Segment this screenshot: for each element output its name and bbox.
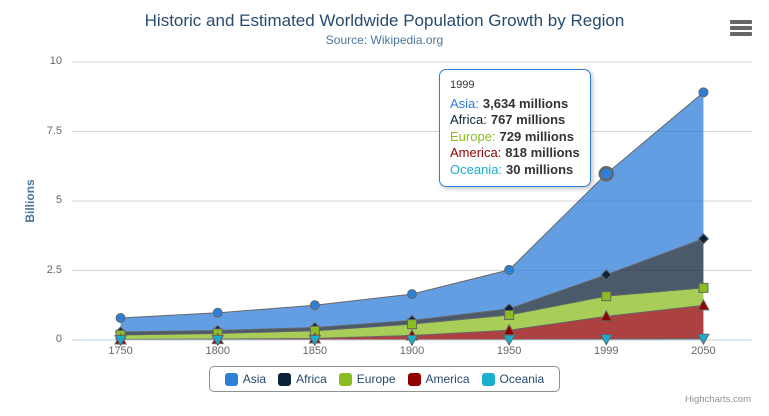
tooltip-series-name: America:: [450, 145, 502, 160]
tooltip-series-name: Europe:: [450, 128, 496, 144]
legend-item-africa[interactable]: Africa: [278, 372, 327, 386]
legend-label: Oceania: [499, 372, 545, 386]
tooltip-row: Africa: 767 millions: [450, 112, 580, 129]
marker-asia-1750[interactable]: [115, 313, 126, 324]
marker-oceania-1999[interactable]: [599, 334, 613, 346]
tooltip-value: 767 millions: [490, 112, 566, 127]
legend: Asia Africa Europe America Oceania: [0, 366, 769, 392]
chart-subtitle: Source: Wikipedia.org: [325, 33, 444, 47]
tooltip-series-name: Oceania:: [450, 161, 503, 177]
x-axis-tick-label: 1800: [205, 345, 230, 357]
marker-asia-1999[interactable]: [598, 166, 615, 182]
legend-label: Africa: [296, 372, 327, 386]
legend-swatch-icon: [338, 372, 352, 386]
legend-label: Asia: [242, 372, 267, 386]
x-axis-tick-label: 2050: [691, 345, 716, 357]
series-area-africa[interactable]: [120, 238, 704, 335]
highcharts-credits-link[interactable]: Highcharts.com: [685, 394, 751, 405]
legend-label: America: [425, 372, 470, 386]
marker-america-1999[interactable]: [599, 309, 613, 322]
legend-item-america[interactable]: America: [407, 372, 470, 386]
tooltip-header: 1999: [450, 79, 475, 91]
legend-item-europe[interactable]: Europe: [338, 372, 396, 386]
legend-item-oceania[interactable]: Oceania: [481, 372, 545, 386]
tooltip-value: 30 millions: [506, 161, 574, 177]
marker-oceania-1800[interactable]: [211, 334, 225, 347]
tooltip-series-name: Africa:: [450, 112, 487, 127]
tooltip-value: 818 millions: [505, 145, 580, 160]
marker-africa-2050[interactable]: [697, 233, 710, 245]
marker-europe-1900[interactable]: [407, 319, 417, 330]
legend-box: Asia Africa Europe America Oceania: [208, 366, 561, 392]
x-axis-tick-label: 1750: [108, 345, 133, 357]
x-axis-tick-label: 1950: [496, 345, 522, 357]
y-axis-tick-label: 2.5: [46, 263, 62, 276]
marker-europe-1950[interactable]: [504, 310, 515, 321]
legend-swatch-icon: [481, 372, 495, 386]
y-axis-tick-label: 0: [55, 333, 62, 345]
tooltip-value: 3,634 millions: [482, 95, 569, 111]
tooltip-row: Oceania: 30 millions: [450, 162, 580, 179]
series-area-asia[interactable]: [120, 92, 704, 332]
y-axis-tick-label: 7.5: [46, 124, 62, 137]
marker-africa-1999[interactable]: [600, 269, 612, 281]
hamburger-icon: [730, 20, 752, 36]
tooltip-row: Asia: 3,634 millions: [450, 96, 580, 113]
tooltip-series-name: Asia:: [450, 95, 479, 111]
marker-europe-2050[interactable]: [698, 282, 709, 293]
chart-title: Historic and Estimated Worldwide Populat…: [144, 11, 625, 30]
marker-europe-1999[interactable]: [601, 291, 612, 302]
tooltip-row: America: 818 millions: [450, 145, 580, 162]
marker-asia-1850[interactable]: [309, 300, 320, 311]
legend-item-asia[interactable]: Asia: [224, 372, 267, 386]
marker-oceania-1750[interactable]: [114, 334, 127, 347]
legend-swatch-icon: [407, 372, 421, 386]
marker-oceania-1900[interactable]: [405, 334, 419, 347]
tooltip-value: 729 millions: [499, 128, 574, 144]
y-axis-tick-label: 5: [55, 194, 62, 206]
marker-oceania-1950[interactable]: [502, 334, 516, 347]
legend-swatch-icon: [224, 372, 238, 386]
marker-asia-1800[interactable]: [212, 307, 223, 318]
x-axis-tick-label: 1999: [594, 345, 619, 357]
series-area-america[interactable]: [120, 305, 704, 340]
export-menu-button[interactable]: [730, 20, 752, 36]
y-axis-tick-label: 10: [49, 55, 62, 67]
marker-america-2050[interactable]: [697, 298, 710, 311]
tooltip: 1999 Asia: 3,634 millions Africa: 767 mill…: [439, 69, 591, 187]
x-axis-tick-label: 1900: [399, 345, 425, 357]
marker-asia-1950[interactable]: [504, 264, 515, 275]
marker-oceania-1850[interactable]: [308, 334, 322, 347]
marker-asia-1900[interactable]: [407, 289, 417, 300]
marker-oceania-2050[interactable]: [697, 333, 710, 346]
legend-label: Europe: [356, 372, 396, 386]
x-axis-tick-label: 1850: [302, 345, 328, 357]
legend-swatch-icon: [278, 372, 292, 386]
tooltip-row: Europe: 729 millions: [450, 129, 580, 146]
marker-asia-2050[interactable]: [698, 87, 709, 98]
